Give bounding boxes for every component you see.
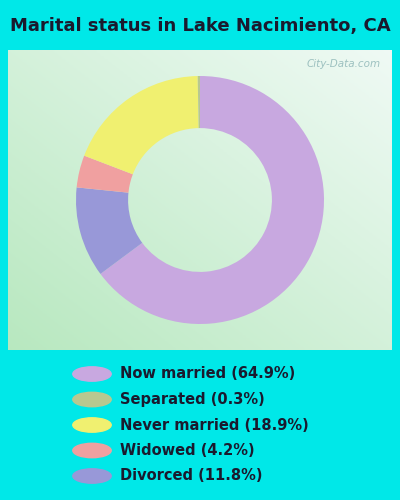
Text: Divorced (11.8%): Divorced (11.8%) <box>120 468 262 483</box>
Circle shape <box>73 367 111 381</box>
Wedge shape <box>198 76 200 128</box>
Circle shape <box>73 469 111 483</box>
Text: City-Data.com: City-Data.com <box>306 59 380 69</box>
Wedge shape <box>76 188 142 274</box>
Wedge shape <box>84 76 199 174</box>
Text: Marital status in Lake Nacimiento, CA: Marital status in Lake Nacimiento, CA <box>10 17 390 35</box>
Circle shape <box>73 444 111 458</box>
Text: Now married (64.9%): Now married (64.9%) <box>120 366 295 382</box>
Wedge shape <box>77 156 133 192</box>
Circle shape <box>73 392 111 406</box>
Wedge shape <box>100 76 324 324</box>
Text: Widowed (4.2%): Widowed (4.2%) <box>120 443 255 458</box>
Text: Never married (18.9%): Never married (18.9%) <box>120 418 309 432</box>
Circle shape <box>73 418 111 432</box>
Text: Separated (0.3%): Separated (0.3%) <box>120 392 265 407</box>
